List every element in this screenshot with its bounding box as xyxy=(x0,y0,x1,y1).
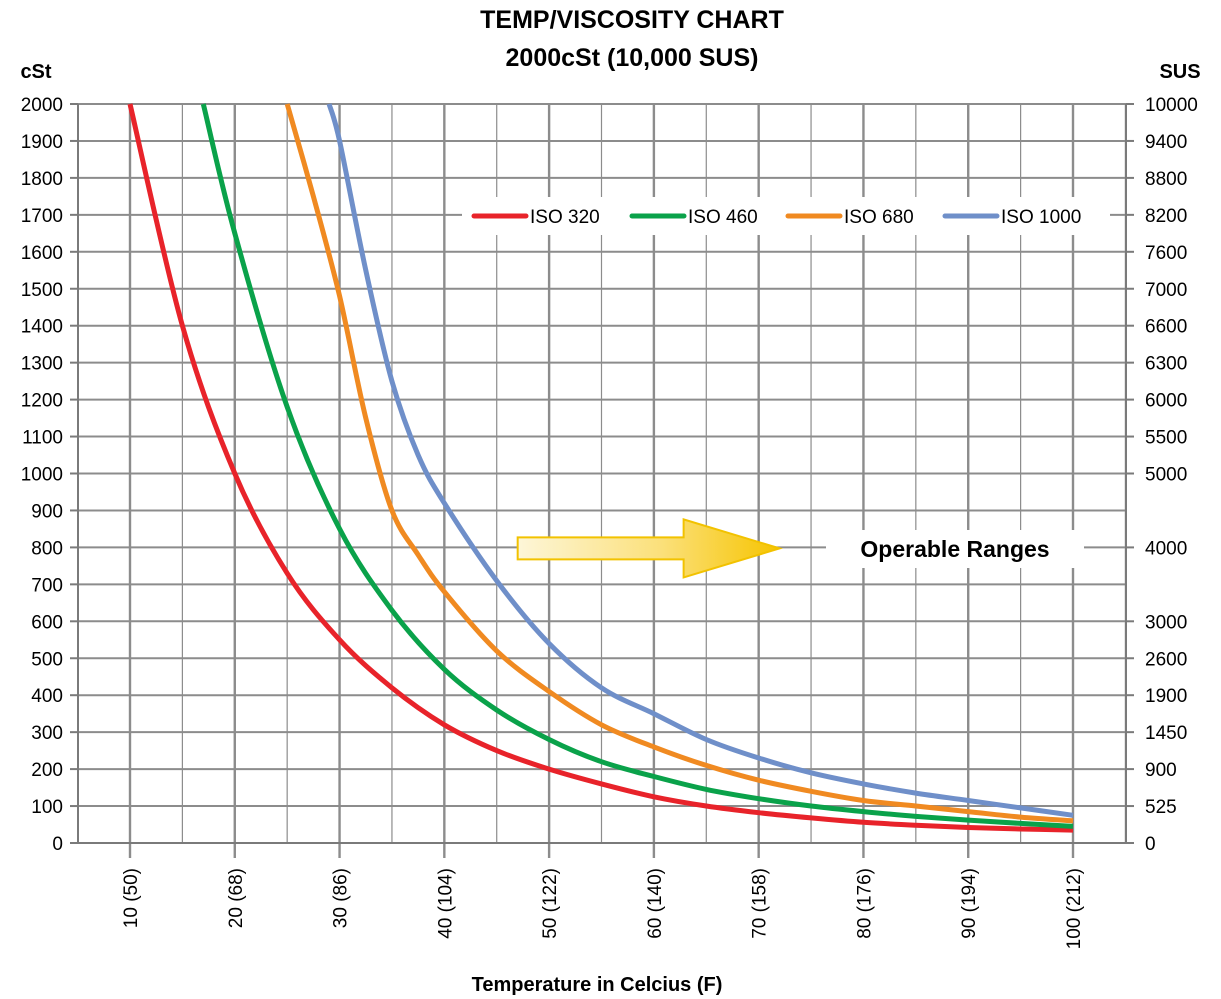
annotation-label: Operable Ranges xyxy=(860,536,1049,562)
legend-label: ISO 320 xyxy=(530,207,600,228)
y2-tick-label: 0 xyxy=(1145,834,1156,855)
y2-tick-label: 525 xyxy=(1145,797,1177,818)
y2-tick-label: 7000 xyxy=(1145,280,1187,301)
x-tick-label: 90 (194) xyxy=(959,868,980,939)
x-tick-label: 30 (86) xyxy=(331,868,352,928)
y-tick-label: 700 xyxy=(31,575,63,596)
y-tick-label: 0 xyxy=(52,834,63,855)
y-tick-label: 100 xyxy=(31,797,63,818)
y2-tick-label: 6000 xyxy=(1145,391,1187,412)
x-tick-label: 40 (104) xyxy=(435,868,456,939)
series-line-iso-460 xyxy=(200,103,1074,829)
x-tick-label: 100 (212) xyxy=(1064,868,1085,949)
y2-tick-label: 6600 xyxy=(1145,317,1187,338)
y-tick-label: 1900 xyxy=(21,132,63,153)
y-tick-label: 1500 xyxy=(21,280,63,301)
x-tick-label: 70 (158) xyxy=(750,868,771,939)
legend: ISO 320 ISO 460 ISO 680 ISO 1000 xyxy=(462,197,1110,235)
legend-label: ISO 680 xyxy=(844,207,914,228)
y2-tick-label: 8200 xyxy=(1145,206,1187,227)
chart-subtitle: 2000cSt (10,000 SUS) xyxy=(506,44,759,72)
series-line-iso-1000 xyxy=(326,103,1074,818)
y-tick-label: 1200 xyxy=(21,391,63,412)
y2-tick-label: 3000 xyxy=(1145,612,1187,633)
y-tick-label: 300 xyxy=(31,723,63,744)
x-tick-label: 50 (122) xyxy=(540,868,561,939)
y2-tick-label: 4000 xyxy=(1145,538,1187,559)
legend-label: ISO 460 xyxy=(688,207,758,228)
x-tick-label: 80 (176) xyxy=(854,868,875,939)
y2-tick-label: 1450 xyxy=(1145,723,1187,744)
legend-label: ISO 1000 xyxy=(1001,207,1081,228)
y-tick-label: 1600 xyxy=(21,243,63,264)
series-line-iso-680 xyxy=(284,103,1074,824)
y-tick-label: 200 xyxy=(31,760,63,781)
x-tick-label: 10 (50) xyxy=(121,868,142,928)
operable-ranges-annotation: Operable Ranges xyxy=(516,518,1084,579)
y2-tick-label: 2600 xyxy=(1145,649,1187,670)
y-tick-label: 900 xyxy=(31,501,63,522)
y2-tick-label: 9400 xyxy=(1145,132,1187,153)
y-tick-label: 1400 xyxy=(21,317,63,338)
y-tick-label: 500 xyxy=(31,649,63,670)
annotation-label-box xyxy=(826,530,1084,568)
y2-tick-label: 900 xyxy=(1145,760,1177,781)
series-line-iso-320 xyxy=(127,103,1074,833)
y-tick-label: 1700 xyxy=(21,206,63,227)
y-tick-label: 800 xyxy=(31,538,63,559)
y-tick-label: 1100 xyxy=(22,428,63,449)
y2-tick-label: 1900 xyxy=(1145,686,1187,707)
y2-axis-label: SUS xyxy=(1159,61,1200,83)
y2-tick-label: 6300 xyxy=(1145,354,1187,375)
axes xyxy=(70,103,1134,844)
x-axis-label: Temperature in Celcius (F) xyxy=(472,974,723,996)
tick-labels: 0 100 200 300 400 500 600 700 800 900 1000 1100 1200… xyxy=(21,95,1198,949)
y2-tick-label: 5500 xyxy=(1145,428,1187,449)
y2-tick-label: 5000 xyxy=(1145,465,1187,486)
y2-tick-label: 10000 xyxy=(1145,95,1198,116)
y-tick-label: 1000 xyxy=(21,465,63,486)
y-tick-label: 400 xyxy=(31,686,63,707)
operable-ranges-arrow xyxy=(516,518,784,579)
chart-title: TEMP/VISCOSITY CHART xyxy=(480,6,784,34)
y-tick-label: 1300 xyxy=(21,354,63,375)
x-tick-label: 20 (68) xyxy=(226,868,247,928)
series-lines xyxy=(127,103,1074,833)
y-tick-label: 2000 xyxy=(21,95,63,116)
y-tick-label: 1800 xyxy=(21,169,63,190)
y2-tick-label: 7600 xyxy=(1145,243,1187,264)
x-tick-label: 60 (140) xyxy=(645,868,666,939)
y2-tick-label: 8800 xyxy=(1145,169,1187,190)
y-tick-label: 600 xyxy=(31,612,63,633)
y-axis-label: cSt xyxy=(20,61,51,83)
